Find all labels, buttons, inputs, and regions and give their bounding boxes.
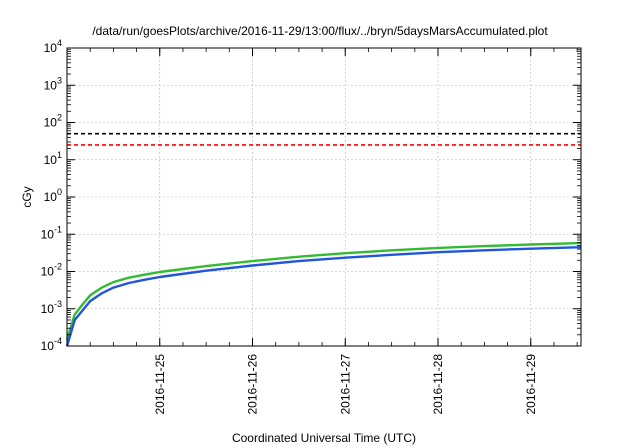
x-tick-label: 2016-11-28 [431,354,445,415]
y-tick-label: 10-4 [41,336,62,353]
y-tick-label: 10-1 [41,224,62,241]
y-axis-label: cGy [20,186,34,207]
series-line-2 [65,246,582,347]
x-axis-label: Coordinated Universal Time (UTC) [232,431,416,445]
y-tick-label: 101 [44,150,62,167]
x-tick-label: 2016-11-25 [153,354,167,415]
y-tick-label: 100 [44,187,62,204]
series-line-1 [65,241,582,340]
x-tick-label: 2016-11-29 [524,354,538,415]
y-tick-label: 104 [44,38,62,55]
y-tick-label: 103 [44,75,62,92]
x-tick-label: 2016-11-26 [246,354,260,415]
grid [67,48,581,346]
y-tick-label: 10-2 [41,262,62,279]
x-tick-label: 2016-11-27 [338,354,352,415]
series-layer [65,132,582,347]
y-tick-label: 10-3 [41,299,62,316]
y-tick-label: 102 [44,113,62,130]
chart-title: /data/run/goesPlots/archive/2016-11-29/1… [92,24,548,38]
ticks: 10-4 10-3 10-2 10-1 100 101 102 103 104 2016-11-2… [41,38,581,415]
